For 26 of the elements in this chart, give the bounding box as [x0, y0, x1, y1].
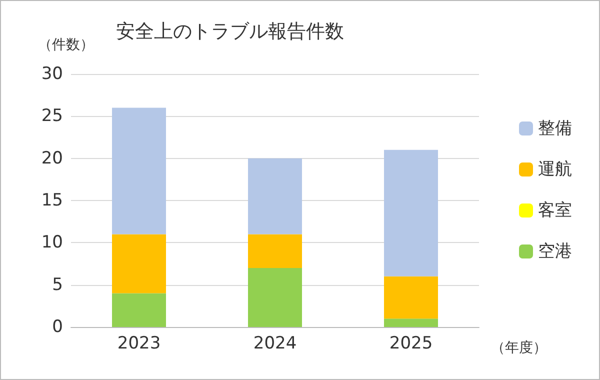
legend-label: 客室 [538, 200, 572, 220]
bar [248, 234, 302, 268]
legend-label: 整備 [538, 118, 572, 138]
legend-label: 空港 [538, 242, 572, 262]
x-tick-label: 2023 [117, 334, 161, 354]
y-tick-label: 15 [41, 190, 63, 210]
bar [384, 318, 438, 327]
bar [248, 268, 302, 327]
y-axis-title: （件数） [38, 37, 94, 53]
bar [248, 158, 302, 234]
y-tick-label: 20 [41, 148, 63, 168]
bar [112, 108, 166, 234]
x-axis-title: （年度） [491, 340, 547, 356]
bar [384, 276, 438, 319]
legend-label: 運航 [538, 160, 572, 180]
y-tick-label: 10 [41, 232, 63, 253]
y-tick-label: 0 [52, 317, 63, 337]
x-tick-label: 2024 [253, 334, 297, 354]
chart-title: 安全上のトラブル報告件数 [116, 20, 344, 42]
y-tick-label: 5 [52, 274, 63, 295]
bar [112, 293, 166, 327]
bar [112, 234, 166, 294]
x-tick-label: 2025 [389, 334, 433, 354]
y-tick-label: 25 [41, 106, 63, 126]
y-tick-label: 30 [41, 64, 63, 84]
bar [384, 150, 438, 276]
